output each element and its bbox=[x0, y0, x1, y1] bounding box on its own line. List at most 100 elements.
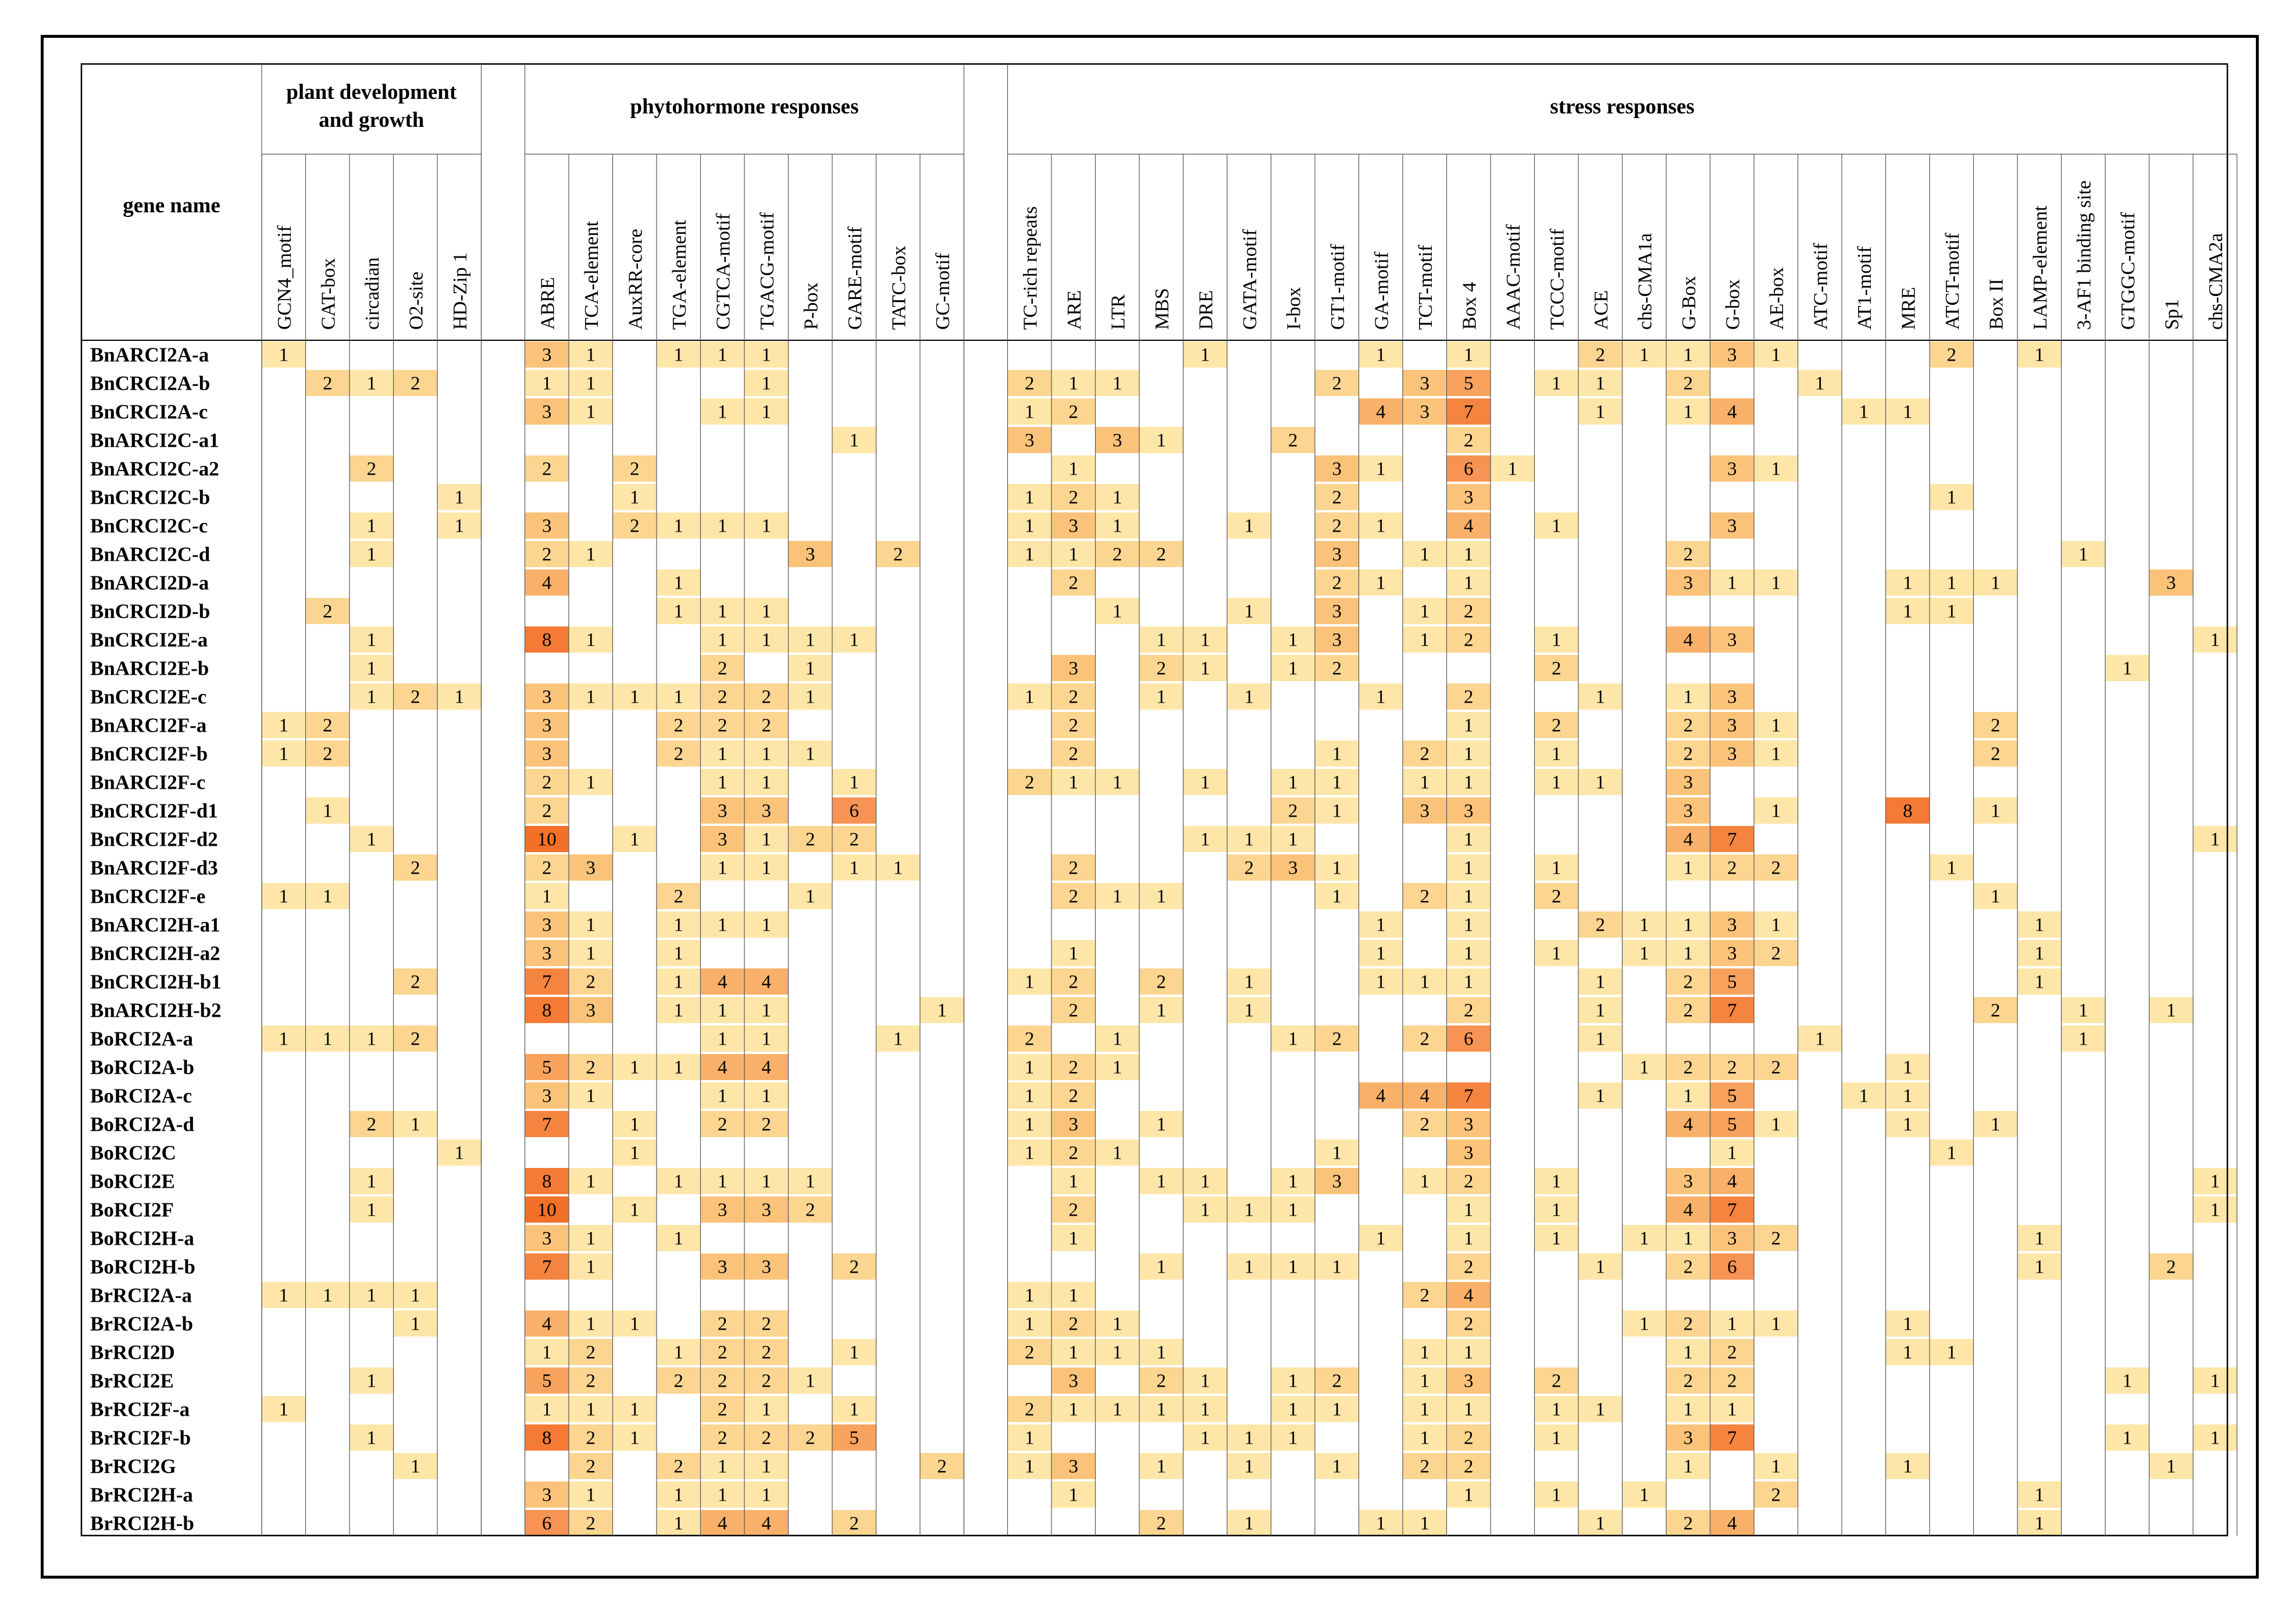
cell-value: 1 bbox=[1947, 1143, 1957, 1164]
row-label: BnARCI2C-a2 bbox=[90, 458, 219, 480]
cell-value: 2 bbox=[937, 1456, 947, 1477]
cell-box-4 bbox=[1446, 997, 1491, 1023]
cell-mbs bbox=[1139, 1453, 1183, 1479]
cell-abre bbox=[525, 826, 569, 852]
cell-value: 3 bbox=[1332, 601, 1342, 622]
cell-value: 3 bbox=[1069, 516, 1079, 537]
cell-value: 2 bbox=[1069, 858, 1079, 879]
cell-value: 1 bbox=[279, 1029, 289, 1050]
row-label: BnARCI2D-a bbox=[90, 572, 209, 594]
column-label: GT1-motif bbox=[1327, 244, 1349, 330]
cell-value: 1 bbox=[1727, 573, 1737, 594]
cell-value: 1 bbox=[1464, 744, 1474, 765]
group-title: and growth bbox=[319, 108, 425, 132]
cell-value: 3 bbox=[1025, 430, 1035, 451]
cell-value: 1 bbox=[630, 1399, 640, 1420]
cell-tca-element bbox=[569, 341, 613, 368]
cell-box-4 bbox=[1446, 883, 1491, 909]
cell-value: 1 bbox=[2211, 1171, 2220, 1192]
cell-auxrr-core bbox=[612, 455, 657, 482]
cell-circadian bbox=[350, 683, 394, 710]
cell-box-4 bbox=[1446, 1168, 1491, 1194]
cell-value: 2 bbox=[1157, 1371, 1167, 1392]
cell-value: 1 bbox=[2078, 544, 2088, 565]
cell-tc-rich-repeats bbox=[1007, 1310, 1051, 1337]
cell-cat-box bbox=[305, 740, 350, 767]
cell-value: 1 bbox=[1552, 943, 1561, 964]
cell-value: 1 bbox=[367, 829, 377, 850]
cell-value: 2 bbox=[1420, 886, 1430, 907]
cell-cgtca-motif bbox=[700, 997, 744, 1023]
row-label: BnCRCI2C-b bbox=[90, 486, 210, 509]
cell-gare-motif bbox=[832, 626, 876, 653]
cell-value: 1 bbox=[1157, 886, 1167, 907]
cell-tccc-motif bbox=[1534, 655, 1578, 681]
cell-value: 2 bbox=[718, 1114, 728, 1135]
cell-g-box bbox=[1710, 1082, 1754, 1109]
cell-value: 3 bbox=[1727, 943, 1737, 964]
cell-sp1 bbox=[2149, 1253, 2193, 1280]
cell-value: 3 bbox=[1464, 801, 1474, 822]
cell-value: 1 bbox=[1464, 943, 1474, 964]
cell-tct-motif bbox=[1403, 1424, 1447, 1451]
cell-aaac-motif bbox=[1491, 455, 1535, 482]
cell-ae-box bbox=[1754, 1054, 1798, 1080]
cell-value: 1 bbox=[586, 1257, 596, 1278]
cell-atc-motif bbox=[1798, 1025, 1842, 1052]
cell-p-box bbox=[788, 826, 832, 852]
cell-value: 1 bbox=[937, 1000, 947, 1021]
cell-g-box bbox=[1710, 1367, 1754, 1394]
cell-value: 1 bbox=[1684, 1228, 1694, 1249]
cell-ltr bbox=[1095, 769, 1139, 795]
cell-value: 2 bbox=[1157, 1513, 1167, 1534]
cell-value: 5 bbox=[1464, 373, 1474, 394]
cell-value: 1 bbox=[279, 345, 289, 366]
cell-g-box bbox=[1710, 712, 1754, 738]
cell-value: 2 bbox=[586, 1057, 596, 1078]
cell-value: 1 bbox=[411, 1314, 420, 1335]
cell-value: 1 bbox=[1771, 801, 1781, 822]
cell-i-box bbox=[1271, 427, 1315, 453]
cell-gata-motif bbox=[1227, 997, 1271, 1023]
cell-value: 1 bbox=[1376, 943, 1386, 964]
cell-value: 1 bbox=[1113, 487, 1122, 508]
cell-value: 1 bbox=[1420, 772, 1430, 793]
cell-value: 2 bbox=[1947, 345, 1957, 366]
cell-value: 7 bbox=[542, 1114, 552, 1135]
cell-tca-element bbox=[569, 1168, 613, 1194]
cell-gt1-motif bbox=[1315, 370, 1359, 396]
cell-tga-element bbox=[657, 1453, 701, 1479]
cell-tca-element bbox=[569, 1310, 613, 1337]
cell-value: 2 bbox=[323, 715, 333, 736]
cell-value: 2 bbox=[1464, 1428, 1474, 1449]
cell-sp1 bbox=[2149, 997, 2193, 1023]
row-label: BnARCI2A-a bbox=[90, 344, 209, 366]
cell-mbs bbox=[1139, 1111, 1183, 1137]
cell-ae-box bbox=[1754, 854, 1798, 881]
cell-atct-motif bbox=[1930, 1339, 1974, 1365]
cell-value: 2 bbox=[1771, 1057, 1781, 1078]
cell-value: 1 bbox=[674, 1228, 684, 1249]
cell-value: 1 bbox=[1069, 1285, 1079, 1306]
cell-value: 1 bbox=[1596, 1029, 1606, 1050]
cell-lamp-element bbox=[2017, 968, 2062, 995]
cell-value: 2 bbox=[1552, 886, 1561, 907]
cell-value: 1 bbox=[762, 402, 772, 423]
cell-value: 2 bbox=[718, 1342, 728, 1363]
cell-value: 3 bbox=[1727, 715, 1737, 736]
cell-value: 1 bbox=[2123, 1371, 2133, 1392]
cell-g-box bbox=[1710, 683, 1754, 710]
cell-mre bbox=[1885, 1339, 1930, 1365]
cell-ltr bbox=[1095, 1139, 1139, 1166]
cell-g-box bbox=[1666, 1424, 1710, 1451]
cell-value: 2 bbox=[1771, 1485, 1781, 1506]
cell-circadian bbox=[350, 626, 394, 653]
cell-value: 1 bbox=[1464, 1399, 1474, 1420]
cell-value: 2 bbox=[1025, 1342, 1035, 1363]
cell-gt1-motif bbox=[1315, 883, 1359, 909]
cell-tca-element bbox=[569, 1054, 613, 1080]
cell-value: 1 bbox=[1947, 858, 1957, 879]
cell-i-box bbox=[1271, 854, 1315, 881]
cell-abre bbox=[525, 569, 569, 596]
cell-i-box bbox=[1271, 1196, 1315, 1223]
